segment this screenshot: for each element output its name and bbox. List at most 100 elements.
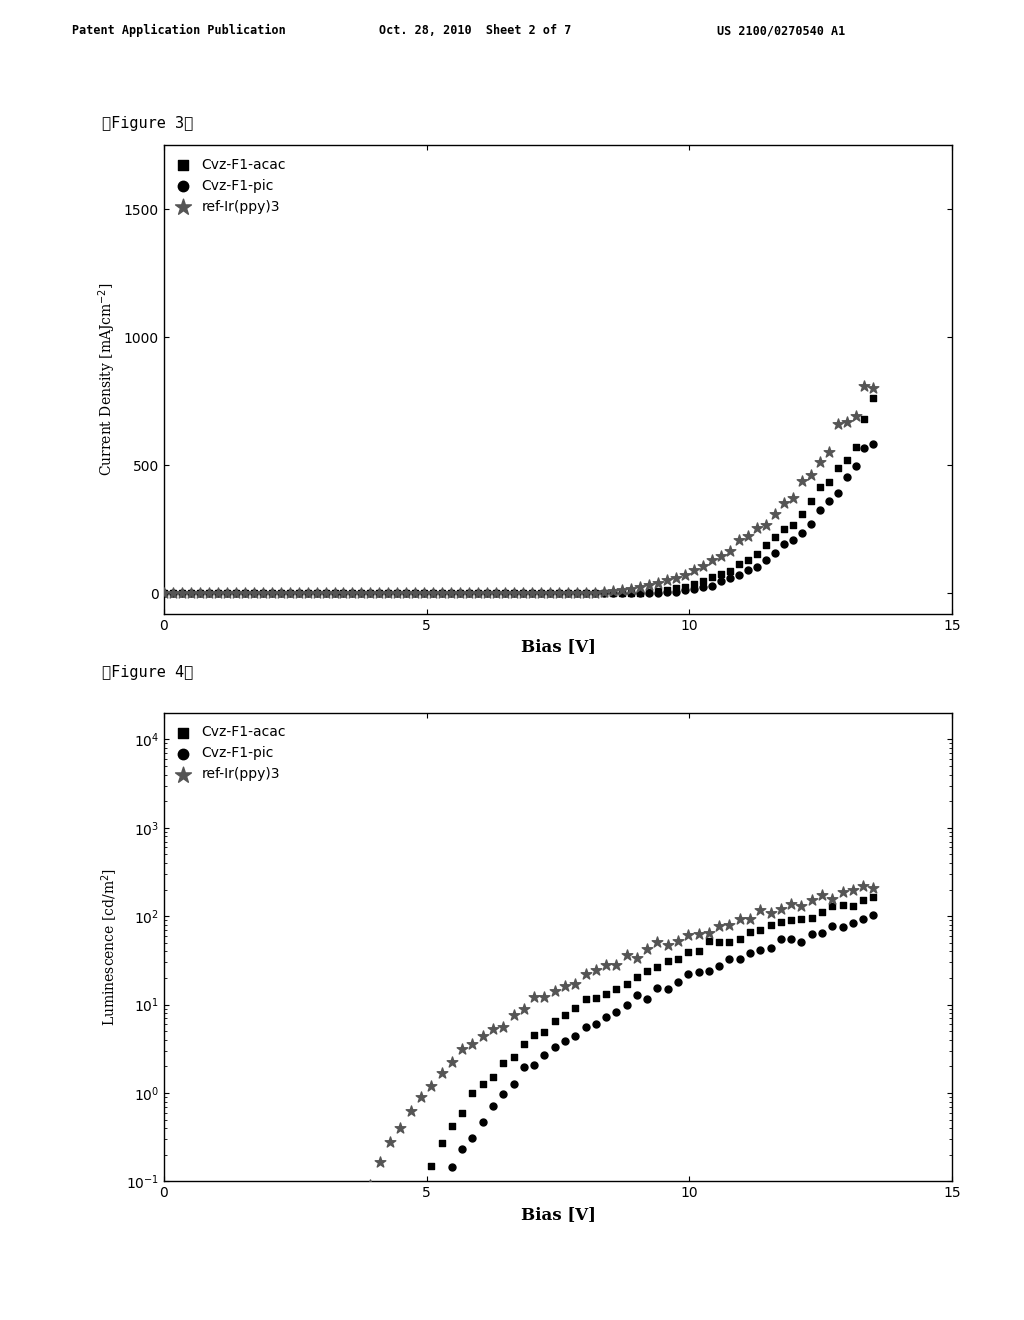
ref-Ir(ppy)3 xyxy=(703,549,720,570)
Cvz-F1-pic xyxy=(680,964,696,985)
Cvz-F1-pic xyxy=(505,1073,521,1094)
Cvz-F1-pic xyxy=(470,582,486,603)
ref-Ir(ppy)3 xyxy=(361,1175,378,1196)
Cvz-F1-acac xyxy=(362,582,379,603)
Cvz-F1-acac xyxy=(608,978,625,999)
Cvz-F1-pic xyxy=(845,912,861,933)
Text: 【Figure 3】: 【Figure 3】 xyxy=(102,116,194,131)
ref-Ir(ppy)3 xyxy=(464,1034,480,1055)
Cvz-F1-acac xyxy=(794,503,810,524)
Text: 【Figure 4】: 【Figure 4】 xyxy=(102,665,194,680)
Cvz-F1-pic xyxy=(596,582,612,603)
ref-Ir(ppy)3 xyxy=(321,1179,337,1200)
ref-Ir(ppy)3 xyxy=(389,582,406,603)
Cvz-F1-pic xyxy=(639,989,655,1010)
ref-Ir(ppy)3 xyxy=(855,875,871,896)
ref-Ir(ppy)3 xyxy=(711,915,727,936)
Cvz-F1-pic xyxy=(542,582,558,603)
Cvz-F1-acac xyxy=(515,582,531,603)
ref-Ir(ppy)3 xyxy=(794,471,810,492)
Cvz-F1-pic xyxy=(560,582,577,603)
ref-Ir(ppy)3 xyxy=(618,945,635,966)
ref-Ir(ppy)3 xyxy=(174,582,190,603)
Cvz-F1-acac xyxy=(820,471,837,492)
ref-Ir(ppy)3 xyxy=(758,513,774,535)
Cvz-F1-pic xyxy=(649,582,666,603)
Cvz-F1-pic xyxy=(794,932,810,953)
ref-Ir(ppy)3 xyxy=(372,582,388,603)
Y-axis label: Current Density [mAJcm$^{-2}$]: Current Density [mAJcm$^{-2}$] xyxy=(96,282,119,477)
Cvz-F1-pic xyxy=(632,582,648,603)
ref-Ir(ppy)3 xyxy=(578,964,594,985)
Cvz-F1-pic xyxy=(291,582,307,603)
Cvz-F1-pic xyxy=(526,1055,543,1076)
ref-Ir(ppy)3 xyxy=(632,576,648,597)
ref-Ir(ppy)3 xyxy=(413,1086,429,1107)
ref-Ir(ppy)3 xyxy=(461,582,477,603)
Cvz-F1-pic xyxy=(623,582,639,603)
Cvz-F1-acac xyxy=(567,997,584,1018)
Cvz-F1-pic xyxy=(557,1030,573,1051)
Cvz-F1-pic xyxy=(670,972,686,993)
ref-Ir(ppy)3 xyxy=(210,582,226,603)
ref-Ir(ppy)3 xyxy=(588,960,604,981)
Cvz-F1-pic xyxy=(649,978,666,999)
Cvz-F1-pic xyxy=(532,582,549,603)
Cvz-F1-acac xyxy=(479,582,496,603)
Cvz-F1-acac xyxy=(845,895,861,916)
Cvz-F1-pic xyxy=(165,582,181,603)
Cvz-F1-pic xyxy=(767,543,783,564)
ref-Ir(ppy)3 xyxy=(416,582,432,603)
ref-Ir(ppy)3 xyxy=(191,582,208,603)
ref-Ir(ppy)3 xyxy=(700,923,717,944)
Cvz-F1-acac xyxy=(227,582,244,603)
Cvz-F1-pic xyxy=(537,1044,553,1065)
Cvz-F1-pic xyxy=(547,1038,563,1059)
Cvz-F1-acac xyxy=(398,582,415,603)
Cvz-F1-acac xyxy=(649,581,666,602)
Cvz-F1-acac xyxy=(596,582,612,603)
ref-Ir(ppy)3 xyxy=(423,1076,439,1097)
ref-Ir(ppy)3 xyxy=(690,923,707,944)
ref-Ir(ppy)3 xyxy=(804,888,820,909)
Cvz-F1-pic xyxy=(413,1179,429,1200)
ref-Ir(ppy)3 xyxy=(613,579,630,601)
Text: US 2100/0270540 A1: US 2100/0270540 A1 xyxy=(717,24,845,37)
Cvz-F1-acac xyxy=(317,582,334,603)
ref-Ir(ppy)3 xyxy=(398,582,415,603)
ref-Ir(ppy)3 xyxy=(351,1179,368,1200)
Cvz-F1-pic xyxy=(588,1014,604,1035)
Cvz-F1-pic xyxy=(856,437,872,458)
Cvz-F1-acac xyxy=(713,564,729,585)
ref-Ir(ppy)3 xyxy=(658,569,675,590)
Cvz-F1-acac xyxy=(282,582,298,603)
Cvz-F1-pic xyxy=(423,1179,439,1200)
Cvz-F1-acac xyxy=(495,1052,511,1073)
Cvz-F1-acac xyxy=(749,544,765,565)
ref-Ir(ppy)3 xyxy=(218,582,234,603)
Cvz-F1-acac xyxy=(686,574,702,595)
Cvz-F1-acac xyxy=(839,449,855,470)
ref-Ir(ppy)3 xyxy=(694,556,711,577)
ref-Ir(ppy)3 xyxy=(803,465,819,486)
Cvz-F1-acac xyxy=(865,887,882,908)
ref-Ir(ppy)3 xyxy=(317,582,334,603)
Cvz-F1-acac xyxy=(847,436,863,457)
Cvz-F1-pic xyxy=(443,1156,460,1177)
Cvz-F1-acac xyxy=(484,1067,501,1088)
ref-Ir(ppy)3 xyxy=(567,973,584,994)
Cvz-F1-pic xyxy=(484,1096,501,1117)
ref-Ir(ppy)3 xyxy=(569,582,586,603)
ref-Ir(ppy)3 xyxy=(829,413,846,434)
Cvz-F1-acac xyxy=(433,1133,450,1154)
ref-Ir(ppy)3 xyxy=(686,560,702,581)
Cvz-F1-pic xyxy=(218,582,234,603)
Y-axis label: Luminescence [cd/m$^{2}$]: Luminescence [cd/m$^{2}$] xyxy=(100,869,120,1026)
Cvz-F1-acac xyxy=(464,1082,480,1104)
Cvz-F1-pic xyxy=(722,568,738,589)
Cvz-F1-acac xyxy=(670,948,686,969)
Cvz-F1-acac xyxy=(578,582,594,603)
Cvz-F1-pic xyxy=(327,582,343,603)
Cvz-F1-acac xyxy=(739,549,756,570)
ref-Ir(ppy)3 xyxy=(820,441,837,462)
